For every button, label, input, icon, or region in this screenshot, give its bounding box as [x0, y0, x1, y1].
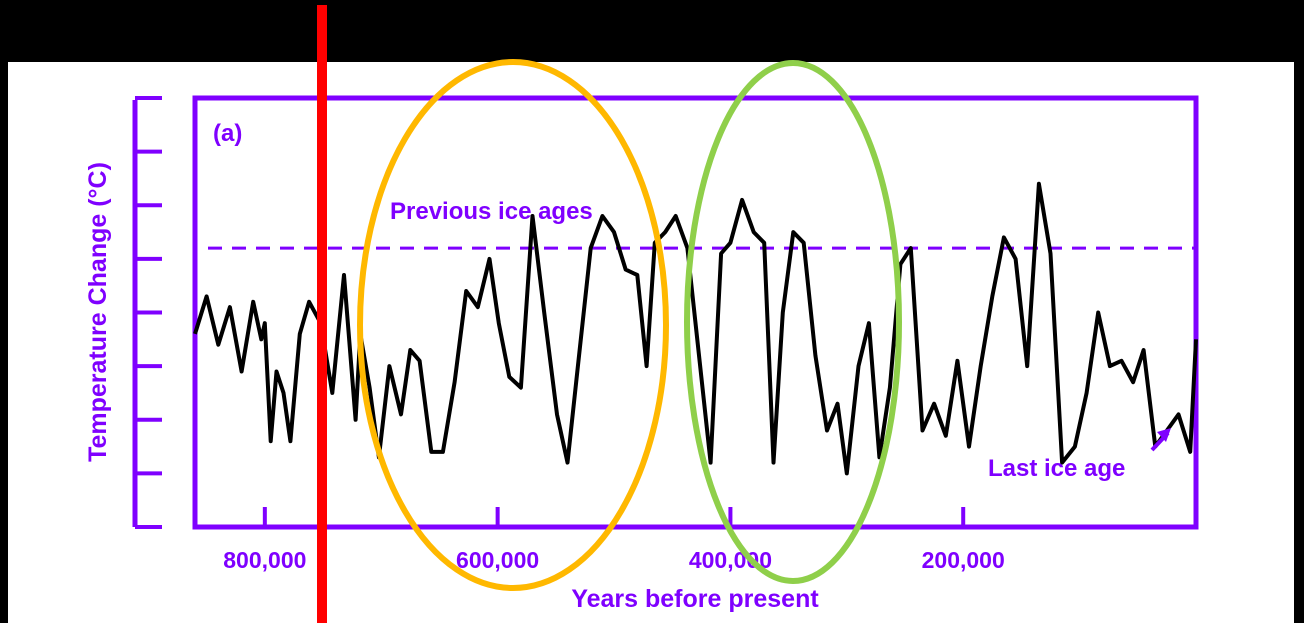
x-tick-label: 800,000 [223, 547, 306, 573]
y-axis-title: Temperature Change (°C) [84, 162, 112, 462]
right-black-band [1294, 0, 1304, 623]
y-axis-ticks [135, 96, 162, 529]
previous-ice-ages-label: Previous ice ages [390, 198, 593, 225]
x-tick-label: 600,000 [456, 547, 539, 573]
top-black-band [0, 0, 1304, 62]
last-ice-age-arrow [1150, 428, 1171, 452]
x-axis-title: Years before present [571, 585, 819, 613]
green-highlight-ellipse [684, 60, 902, 584]
left-black-band [0, 0, 8, 623]
last-ice-age-label: Last ice age [988, 455, 1125, 482]
temperature-series-line [193, 181, 1198, 476]
x-axis-ticks: 800,000 600,000 400,000 200,000 [223, 507, 1005, 573]
x-tick-label: 200,000 [922, 547, 1005, 573]
panel-label: (a) [213, 120, 242, 147]
orange-highlight-ellipse [357, 59, 669, 591]
plot-frame [192, 95, 1199, 530]
